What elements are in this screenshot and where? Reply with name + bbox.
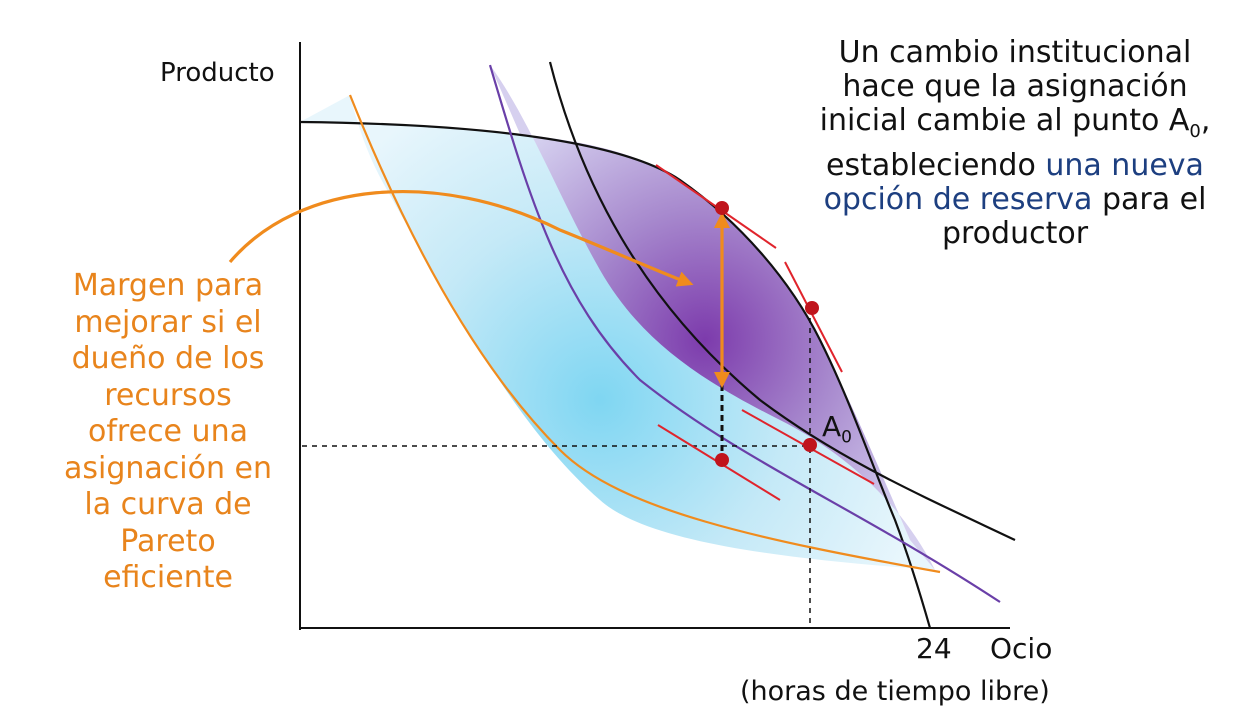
purple-indifference-curve bbox=[488, 64, 1001, 603]
point-frontier-right bbox=[805, 301, 819, 315]
tangent-line-frontier-right bbox=[784, 261, 843, 373]
improvement-margin-note: Margen para mejorar si el dueño de los r… bbox=[64, 268, 272, 595]
point-bottom bbox=[715, 453, 729, 467]
point-top bbox=[715, 201, 729, 215]
y-axis-label: Producto bbox=[160, 58, 275, 88]
feasible-frontier-curve bbox=[299, 120, 932, 629]
margin-pointer-arrow bbox=[228, 190, 694, 287]
orange-indifference-curve bbox=[348, 94, 941, 574]
blue-region bbox=[300, 95, 935, 570]
x-axis-label: Ocio bbox=[990, 632, 1053, 665]
institutional-change-note: Un cambio institucional hace que la asig… bbox=[819, 35, 1211, 251]
point-a0 bbox=[803, 438, 817, 452]
point-a0-label: A0 bbox=[822, 410, 852, 448]
x-axis-sublabel: (horas de tiempo libre) bbox=[740, 676, 1050, 707]
reservation-indifference-curve bbox=[548, 61, 1016, 541]
x-axis-tick-24: 24 bbox=[916, 632, 952, 665]
